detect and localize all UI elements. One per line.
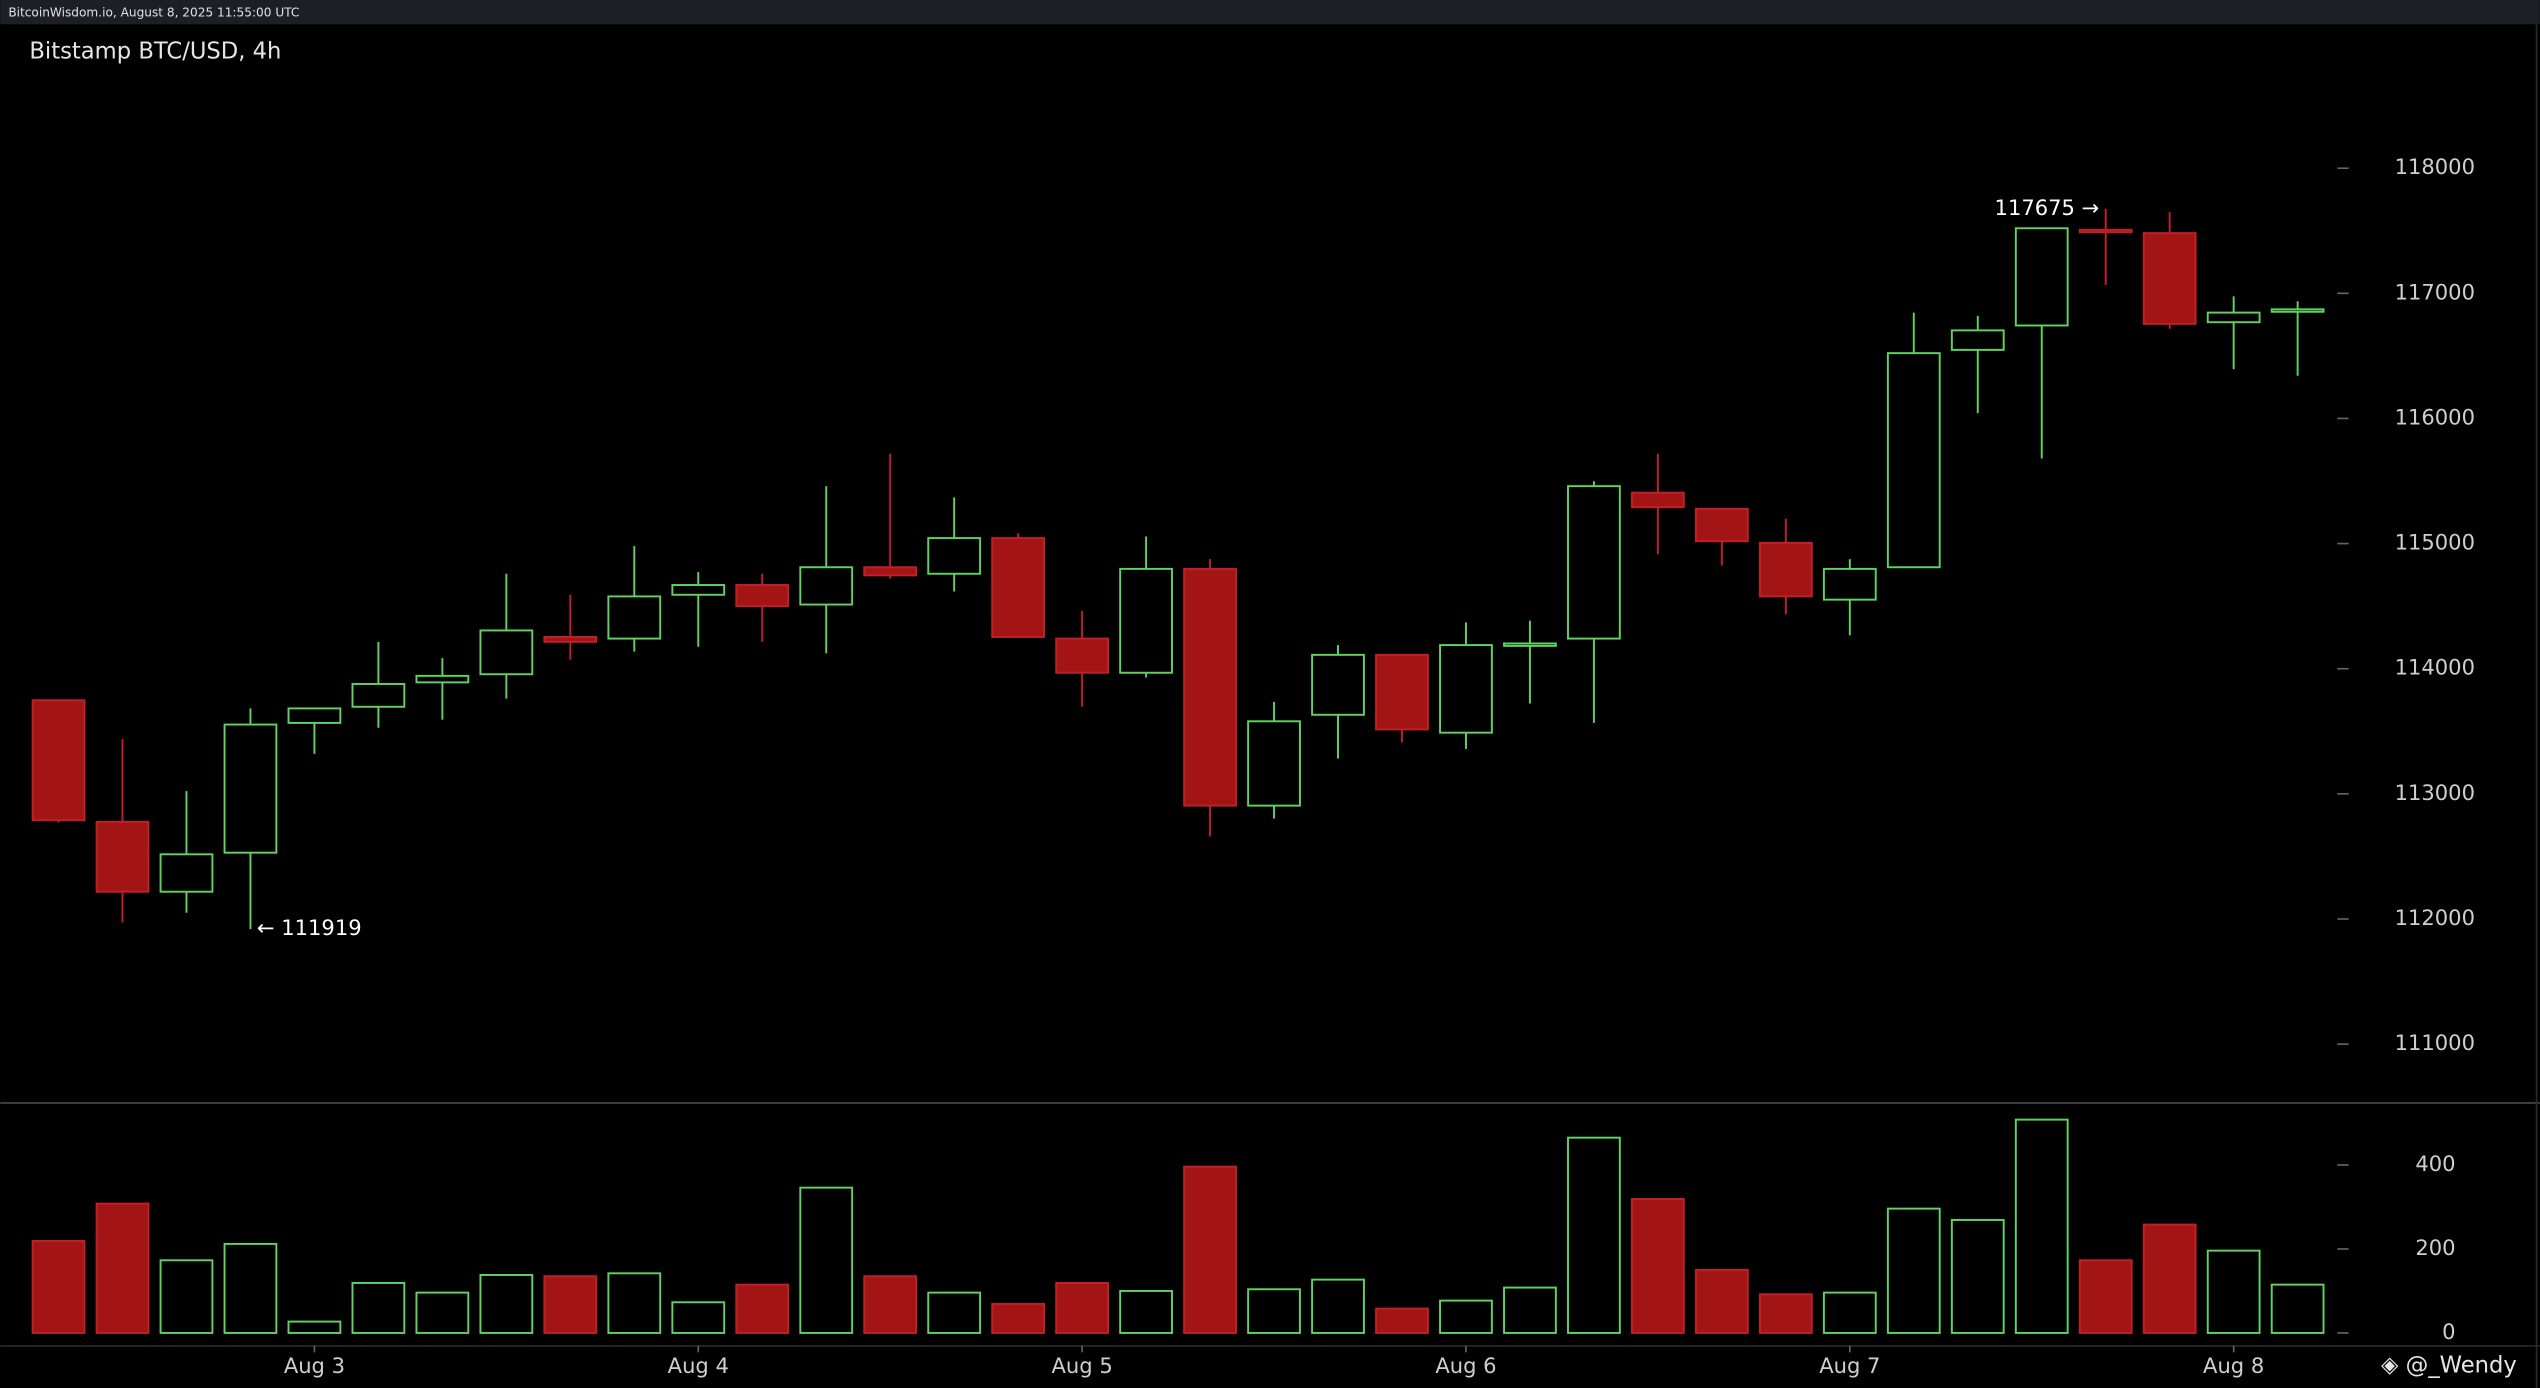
high-annotation: 117675 → [1995,195,2100,220]
x-tick-label: Aug 3 [284,1353,345,1378]
header-bar [0,0,2540,25]
volume-bar [1567,1136,1621,1334]
candle-body [1247,720,1301,807]
volume-bar [1183,1165,1237,1334]
candle-body [1758,541,1813,598]
volume-bar [2078,1259,2133,1334]
volume-bar [991,1302,1046,1334]
volume-tick-label: 200 [2415,1235,2455,1260]
volume-bar [1822,1291,1877,1334]
y-tick-label: 118000 [2395,154,2475,179]
candle-body [799,566,854,606]
volume-bar [1311,1278,1365,1334]
candle-body [927,537,982,575]
volume-bar [287,1320,342,1334]
volume-bar [863,1275,918,1334]
x-tick-label: Aug 6 [1435,1353,1496,1378]
candle-body [1822,567,1877,601]
volume-bar [1439,1299,1493,1334]
volume-bar [1950,1219,2005,1334]
volume-bar [607,1272,662,1334]
chart-title: Bitstamp BTC/USD, 4h [29,38,281,64]
candle-body [2206,311,2261,324]
x-tick-label: Aug 5 [1052,1353,1113,1378]
candle-body [1631,491,1685,509]
volume-bar [1694,1268,1749,1334]
volume-bar [159,1259,214,1334]
candle-body [415,674,470,684]
candle-body [2014,227,2069,327]
volume-bar [1758,1293,1813,1334]
volume-bar [2142,1223,2197,1334]
volume-bar [1375,1307,1429,1334]
volume-bar [1886,1207,1941,1334]
volume-bar [95,1202,150,1334]
y-tick-label: 111000 [2395,1030,2475,1055]
watermark-text: @_Wendy [2406,1352,2517,1378]
volume-bar [31,1240,86,1334]
volume-bar [1055,1281,1110,1334]
volume-bar [735,1283,790,1334]
y-tick-label: 116000 [2395,404,2475,429]
candle-body [1886,352,1941,569]
x-tick-label: Aug 8 [2203,1353,2264,1378]
candle-body [223,723,278,854]
candle-body [1567,485,1621,640]
volume-bar [2206,1249,2261,1334]
candle-body [1311,653,1365,716]
candle-body [863,566,918,577]
y-tick-label: 115000 [2395,530,2475,555]
candle-body [479,629,534,676]
candle-body [1375,653,1429,731]
volume-bar [799,1186,854,1334]
volume-tick-label: 0 [2442,1319,2455,1344]
volume-bar [1247,1288,1301,1334]
x-tick-label: Aug 7 [1819,1353,1880,1378]
candle-body [95,820,150,893]
candle-body [1055,637,1110,674]
y-tick-label: 112000 [2395,905,2475,930]
candle-body [607,595,662,640]
volume-bar [2014,1118,2069,1334]
candle-body [1694,507,1749,543]
volume-bar [1119,1289,1173,1334]
volume-bar [415,1291,470,1334]
volume-bar [2270,1283,2325,1334]
candle-body [2078,228,2133,234]
volume-bar [1631,1198,1685,1334]
candle-body [1950,329,2005,351]
y-tick-label: 117000 [2395,279,2475,304]
candle-body [287,707,342,724]
candle-body [671,584,726,596]
volume-bar [543,1275,598,1334]
volume-tick-label: 400 [2415,1151,2455,1176]
volume-bar [351,1281,406,1334]
watermark: ◈ @_Wendy [2381,1352,2517,1378]
volume-bar [479,1274,534,1334]
header-text: BitcoinWisdom.io, August 8, 2025 11:55:0… [8,5,299,19]
candle-body [991,537,1046,638]
candle-body [1183,567,1237,807]
x-tick-label: Aug 4 [668,1353,729,1378]
candle-body [159,853,214,893]
candle-body [2270,308,2325,313]
volume-bar [223,1242,278,1334]
volume-bar [671,1301,726,1334]
candle-body [2142,232,2197,325]
candle-body [31,699,86,822]
candle-body [351,683,406,708]
y-tick-label: 113000 [2395,780,2475,805]
candle-body [1439,644,1493,734]
y-tick-label: 114000 [2395,655,2475,680]
volume-bar [927,1291,982,1334]
volume-bar [1503,1286,1557,1334]
candle-body [1119,567,1173,674]
low-annotation: ← 111919 [257,915,362,940]
candle-body [735,584,790,608]
candle-body [543,635,598,643]
candle-body [1503,642,1557,647]
